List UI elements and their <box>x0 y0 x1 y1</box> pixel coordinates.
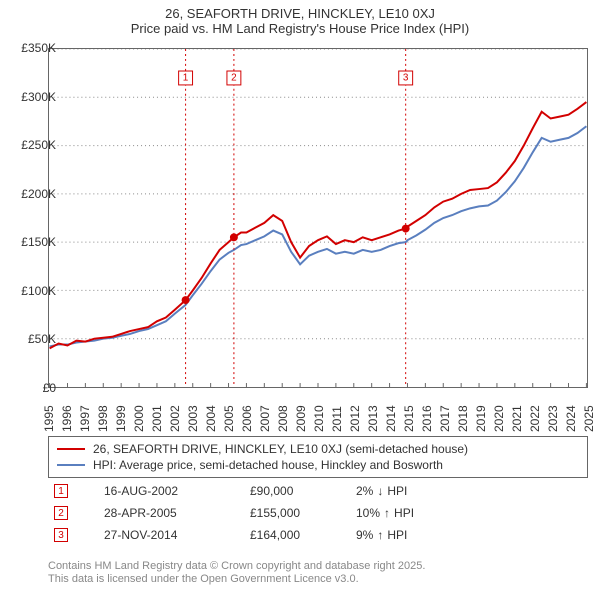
x-axis-tick-label: 2014 <box>384 392 398 432</box>
svg-text:1: 1 <box>183 72 189 83</box>
x-axis-tick-label: 2015 <box>402 392 416 432</box>
x-axis-tick-label: 2006 <box>240 392 254 432</box>
sale-hpi-suffix: HPI <box>387 484 407 498</box>
legend-swatch <box>57 448 85 450</box>
sale-row: 1 16-AUG-2002 £90,000 2% ↓ HPI <box>48 480 588 502</box>
chart-title-address: 26, SEAFORTH DRIVE, HINCKLEY, LE10 0XJ <box>10 6 590 21</box>
x-axis-tick-label: 2009 <box>294 392 308 432</box>
sale-pct: 9% <box>356 528 373 542</box>
x-axis-tick-label: 2002 <box>168 392 182 432</box>
sale-date: 27-NOV-2014 <box>104 528 234 542</box>
x-axis-tick-label: 2010 <box>312 392 326 432</box>
arrow-up-icon: ↑ <box>377 528 383 542</box>
sale-hpi-suffix: HPI <box>394 506 414 520</box>
sale-vs-hpi: 10% ↑ HPI <box>356 506 456 520</box>
sale-row: 3 27-NOV-2014 £164,000 9% ↑ HPI <box>48 524 588 546</box>
x-axis-tick-label: 2024 <box>564 392 578 432</box>
x-axis-tick-label: 2021 <box>510 392 524 432</box>
chart-title-subtitle: Price paid vs. HM Land Registry's House … <box>10 21 590 36</box>
arrow-up-icon: ↑ <box>384 506 390 520</box>
legend-item: HPI: Average price, semi-detached house,… <box>57 457 579 473</box>
x-axis-tick-label: 2020 <box>492 392 506 432</box>
y-axis-tick-label: £300K <box>12 90 56 104</box>
sale-date: 28-APR-2005 <box>104 506 234 520</box>
x-axis-tick-label: 2007 <box>258 392 272 432</box>
y-axis-tick-label: £150K <box>12 235 56 249</box>
chart-svg: 1 2 3 <box>49 49 587 387</box>
sale-vs-hpi: 2% ↓ HPI <box>356 484 456 498</box>
sale-row: 2 28-APR-2005 £155,000 10% ↑ HPI <box>48 502 588 524</box>
x-axis-tick-label: 2019 <box>474 392 488 432</box>
svg-text:3: 3 <box>403 72 409 83</box>
sale-marker-number: 2 <box>54 506 68 520</box>
x-axis-tick-label: 2003 <box>186 392 200 432</box>
sale-marker-number: 1 <box>54 484 68 498</box>
sales-table: 1 16-AUG-2002 £90,000 2% ↓ HPI 2 28-APR-2005 £15… <box>48 480 588 546</box>
attribution-line1: Contains HM Land Registry data © Crown c… <box>48 560 425 573</box>
x-axis-tick-label: 1996 <box>60 392 74 432</box>
x-axis-tick-label: 1995 <box>42 392 56 432</box>
sale-date: 16-AUG-2002 <box>104 484 234 498</box>
legend-label: 26, SEAFORTH DRIVE, HINCKLEY, LE10 0XJ (… <box>93 442 468 456</box>
x-axis-tick-label: 2023 <box>546 392 560 432</box>
y-axis-tick-label: £200K <box>12 187 56 201</box>
legend-item: 26, SEAFORTH DRIVE, HINCKLEY, LE10 0XJ (… <box>57 441 579 457</box>
sale-price: £164,000 <box>250 528 340 542</box>
sale-marker-number: 3 <box>54 528 68 542</box>
x-axis-tick-label: 2000 <box>132 392 146 432</box>
x-axis-tick-label: 2001 <box>150 392 164 432</box>
attribution: Contains HM Land Registry data © Crown c… <box>48 560 425 586</box>
x-axis-tick-label: 2017 <box>438 392 452 432</box>
x-axis-tick-label: 2012 <box>348 392 362 432</box>
x-axis-tick-label: 2008 <box>276 392 290 432</box>
x-axis-tick-label: 2004 <box>204 392 218 432</box>
y-axis-tick-label: £50K <box>12 332 56 346</box>
attribution-line2: This data is licensed under the Open Gov… <box>48 573 425 586</box>
y-axis-tick-label: £100K <box>12 284 56 298</box>
svg-text:2: 2 <box>231 72 237 83</box>
x-axis-tick-label: 1997 <box>78 392 92 432</box>
x-axis-tick-label: 2025 <box>582 392 596 432</box>
arrow-down-icon: ↓ <box>377 484 383 498</box>
legend-swatch <box>57 464 85 466</box>
sale-price: £90,000 <box>250 484 340 498</box>
sale-hpi-suffix: HPI <box>387 528 407 542</box>
x-axis-tick-label: 2011 <box>330 392 344 432</box>
sale-pct: 2% <box>356 484 373 498</box>
sale-price: £155,000 <box>250 506 340 520</box>
x-axis-tick-label: 2018 <box>456 392 470 432</box>
x-axis-tick-label: 2005 <box>222 392 236 432</box>
chart-title-block: 26, SEAFORTH DRIVE, HINCKLEY, LE10 0XJ P… <box>0 0 600 38</box>
x-axis-tick-label: 1998 <box>96 392 110 432</box>
sale-vs-hpi: 9% ↑ HPI <box>356 528 456 542</box>
y-axis-tick-label: £250K <box>12 138 56 152</box>
chart-plot-area: 1 2 3 <box>48 48 588 388</box>
x-axis-tick-label: 2022 <box>528 392 542 432</box>
legend-label: HPI: Average price, semi-detached house,… <box>93 458 443 472</box>
legend: 26, SEAFORTH DRIVE, HINCKLEY, LE10 0XJ (… <box>48 436 588 478</box>
x-axis-tick-label: 2013 <box>366 392 380 432</box>
y-axis-tick-label: £350K <box>12 41 56 55</box>
x-axis-tick-label: 2016 <box>420 392 434 432</box>
sale-pct: 10% <box>356 506 380 520</box>
x-axis-tick-label: 1999 <box>114 392 128 432</box>
